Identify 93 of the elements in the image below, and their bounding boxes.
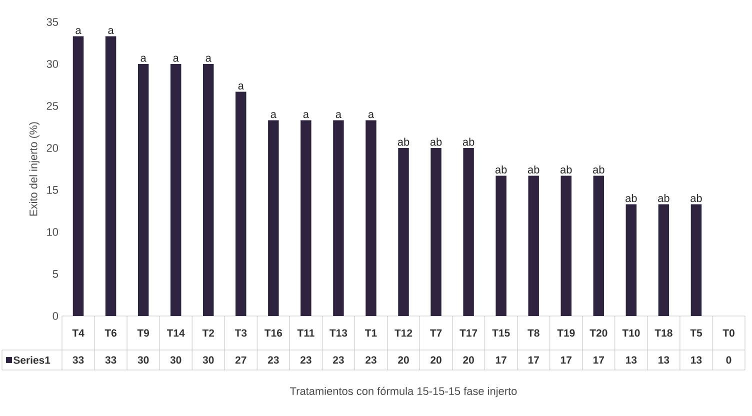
- data-label: 17: [528, 356, 539, 364]
- legend-label: Series1: [14, 356, 50, 364]
- bar: [138, 64, 149, 316]
- annotation: ab: [626, 194, 637, 202]
- data-label: 0: [726, 356, 732, 364]
- annotation: a: [368, 112, 374, 118]
- annotation: ab: [593, 165, 604, 174]
- data-label: 20: [398, 356, 409, 364]
- x-tick-label: T1: [365, 329, 377, 337]
- data-label: 17: [496, 356, 506, 364]
- x-tick-label: T20: [590, 329, 608, 337]
- bar: [268, 120, 279, 316]
- bar: [366, 120, 376, 316]
- x-tick-label: T19: [557, 329, 575, 337]
- data-label: 13: [691, 356, 702, 364]
- annotation: ab: [495, 165, 507, 174]
- data-label: 30: [138, 356, 149, 364]
- x-tick-label: T15: [492, 329, 510, 337]
- x-tick-label: T18: [654, 329, 672, 337]
- annotation: ab: [560, 165, 572, 174]
- data-label: 33: [72, 356, 84, 364]
- annotation: a: [303, 112, 309, 118]
- annotation: ab: [658, 194, 670, 202]
- bar: [690, 204, 702, 316]
- data-label: 17: [593, 356, 604, 364]
- annotation: a: [270, 112, 276, 118]
- bar: [463, 148, 474, 316]
- y-tick-label: 25: [46, 102, 58, 110]
- annotation: ab: [528, 165, 540, 174]
- x-tick-label: T10: [622, 329, 640, 337]
- x-tick-label: T8: [528, 329, 540, 337]
- x-tick-label: T5: [690, 329, 702, 337]
- x-tick-label: T13: [330, 329, 348, 337]
- x-tick-label: T17: [460, 329, 478, 337]
- x-axis-title: Tratamientos con fórmula 15-15-15 fase injerto: [290, 386, 517, 398]
- y-tick-label: 35: [46, 18, 58, 26]
- y-tick-label: 15: [47, 186, 58, 194]
- data-label: 13: [626, 356, 637, 364]
- bar: [496, 176, 506, 316]
- data-label: 33: [105, 356, 116, 364]
- data-label: 23: [366, 356, 376, 364]
- y-tick-label: 10: [47, 228, 58, 236]
- bar: [560, 176, 572, 316]
- bar: [105, 36, 116, 316]
- bar: [170, 64, 182, 316]
- annotation: ab: [430, 138, 442, 146]
- bar: [430, 148, 442, 316]
- bar: [333, 120, 344, 316]
- bar: [528, 176, 539, 316]
- bar: [202, 64, 214, 316]
- annotation: ab: [462, 138, 474, 146]
- annotation: a: [140, 56, 146, 62]
- x-tick-label: T7: [430, 329, 442, 337]
- bar: [658, 204, 670, 316]
- x-tick-label: T16: [264, 329, 282, 337]
- data-label: 20: [430, 356, 442, 364]
- x-tick-label: T11: [297, 329, 314, 337]
- x-tick-label: T2: [202, 329, 214, 337]
- x-tick-label: T0: [722, 329, 734, 337]
- data-label: 20: [463, 356, 474, 364]
- y-tick-label: 0: [52, 312, 58, 320]
- x-tick-label: T12: [394, 329, 412, 337]
- data-label: 27: [235, 356, 246, 364]
- bar: [593, 176, 604, 316]
- x-tick-label: T14: [166, 329, 185, 337]
- bar: [300, 120, 312, 316]
- y-tick-label: 20: [46, 144, 58, 152]
- annotation: a: [76, 28, 82, 34]
- data-label: 17: [560, 356, 572, 364]
- x-tick-label: T6: [104, 329, 117, 337]
- annotation: a: [336, 112, 342, 118]
- data-label: 13: [658, 356, 670, 364]
- data-label: 30: [170, 356, 182, 364]
- annotation: a: [173, 56, 179, 62]
- data-label: 23: [300, 356, 312, 364]
- bar: [626, 204, 637, 316]
- annotation: a: [238, 84, 244, 90]
- x-tick-label: T4: [72, 329, 84, 337]
- annotation: a: [108, 28, 114, 34]
- annotation: ab: [690, 194, 702, 202]
- data-label: 23: [332, 356, 344, 364]
- x-tick-label: T9: [137, 329, 150, 337]
- x-tick-label: T3: [234, 329, 247, 337]
- bar: [236, 92, 246, 316]
- y-tick-label: 30: [46, 60, 58, 68]
- bar: [398, 148, 409, 316]
- bar: [72, 36, 84, 316]
- annotation: ab: [398, 138, 410, 146]
- data-label: 30: [202, 356, 214, 364]
- data-label: 23: [268, 356, 279, 364]
- y-axis-title: Exito del injerto (%): [29, 122, 40, 216]
- annotation: a: [206, 56, 212, 62]
- y-tick-label: 5: [52, 270, 58, 278]
